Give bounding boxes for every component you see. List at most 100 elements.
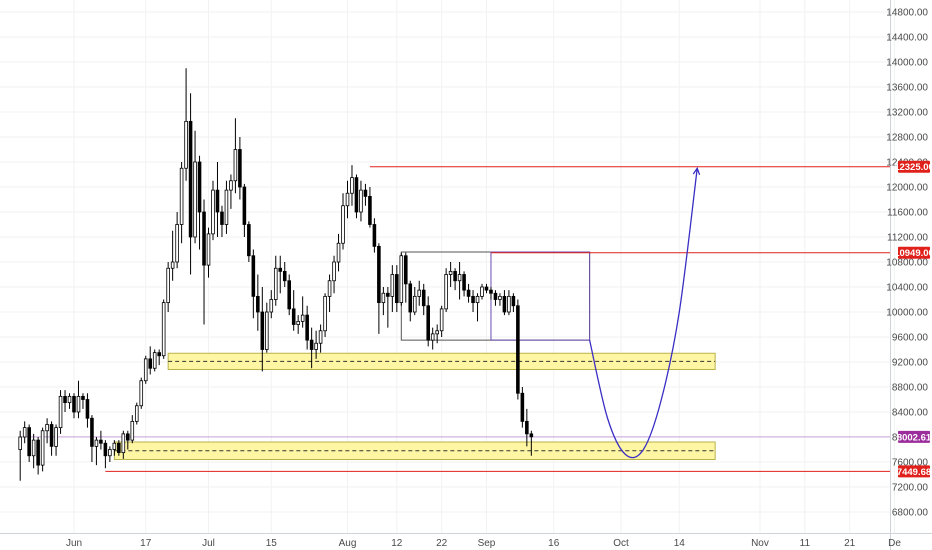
projection-arrowhead bbox=[692, 166, 701, 176]
projection-curve bbox=[588, 166, 701, 459]
candle-down bbox=[215, 189, 220, 213]
candle-down bbox=[484, 286, 489, 291]
candle-down bbox=[27, 427, 31, 457]
price-tag-text: 7449.68 bbox=[897, 467, 931, 478]
candle-up bbox=[444, 274, 448, 310]
candle-up bbox=[345, 192, 350, 207]
candle-down bbox=[525, 420, 529, 435]
candle-up bbox=[417, 289, 422, 297]
candle-up bbox=[265, 311, 269, 350]
candle-up bbox=[18, 436, 22, 450]
x-tick-label: 21 bbox=[844, 538, 856, 549]
x-tick-label: Aug bbox=[339, 538, 357, 549]
candle-up bbox=[31, 439, 36, 457]
price-tag-bg bbox=[898, 160, 930, 173]
x-tick-label: 11 bbox=[800, 538, 811, 549]
candle-down bbox=[260, 311, 265, 350]
candle-up bbox=[350, 177, 354, 194]
candle-down bbox=[395, 274, 399, 304]
candle-up bbox=[300, 314, 305, 322]
y-tick-label: 14800.00 bbox=[886, 8, 928, 19]
price-tag-bg bbox=[898, 430, 930, 443]
x-tick-label: Jul bbox=[202, 538, 215, 549]
candle-up bbox=[58, 395, 63, 429]
candle-down bbox=[372, 224, 377, 247]
candle-up bbox=[130, 420, 135, 441]
candle-down bbox=[493, 292, 498, 300]
candle-up bbox=[296, 320, 300, 325]
candle-up bbox=[193, 161, 197, 238]
candle-up bbox=[139, 380, 144, 407]
candle-down bbox=[126, 433, 130, 441]
candle-down bbox=[99, 439, 103, 444]
candle-down bbox=[278, 267, 283, 272]
candle-up bbox=[390, 274, 395, 297]
price-tag-bg bbox=[898, 465, 930, 478]
candle-down bbox=[242, 186, 247, 225]
candle-down bbox=[117, 442, 121, 454]
y-tick-label: 6800.00 bbox=[892, 508, 929, 519]
candle-down bbox=[197, 161, 202, 213]
candle-up bbox=[412, 295, 417, 313]
y-tick-label: 11600.00 bbox=[887, 208, 928, 219]
candle-up bbox=[229, 180, 233, 191]
candle-down bbox=[90, 417, 94, 447]
x-tick-label: 15 bbox=[266, 538, 278, 549]
y-tick-label: 10800.00 bbox=[886, 258, 928, 269]
candle-up bbox=[206, 233, 211, 266]
candle-down bbox=[386, 292, 390, 297]
candle-down bbox=[421, 289, 426, 307]
candle-up bbox=[323, 295, 327, 332]
y-tick-label: 7200.00 bbox=[892, 483, 929, 494]
candle-up bbox=[318, 330, 323, 344]
candle-down bbox=[238, 149, 242, 188]
x-tick-label: Jun bbox=[66, 538, 82, 549]
candle-up bbox=[94, 439, 99, 447]
candle-down bbox=[529, 433, 534, 438]
candle-up bbox=[40, 430, 45, 466]
candle-down bbox=[502, 295, 507, 313]
y-tick-label: 14400.00 bbox=[886, 33, 928, 44]
candle-down bbox=[287, 280, 292, 310]
price-tag-text: 10949.00 bbox=[894, 248, 932, 259]
candle-up bbox=[76, 395, 81, 413]
candle-up bbox=[273, 267, 278, 300]
candle-down bbox=[103, 442, 108, 457]
candle-up bbox=[507, 295, 511, 313]
candle-up bbox=[152, 352, 157, 369]
candle-up bbox=[170, 261, 175, 269]
price-tag-text: 8002.61 bbox=[897, 432, 932, 443]
x-tick-label: 17 bbox=[140, 538, 152, 549]
candle-up bbox=[430, 333, 435, 341]
candle-up bbox=[475, 295, 480, 304]
candle-down bbox=[489, 289, 493, 294]
candle-up bbox=[224, 189, 229, 225]
candle-up bbox=[457, 274, 462, 282]
candle-down bbox=[462, 274, 466, 291]
candle-down bbox=[511, 295, 516, 307]
price-tag: 8002.61 bbox=[897, 430, 932, 443]
candle-up bbox=[435, 330, 439, 335]
candle-down bbox=[256, 295, 260, 313]
y-tick-label: 8800.00 bbox=[892, 383, 929, 394]
candle-down bbox=[471, 295, 475, 304]
candle-down bbox=[202, 211, 206, 266]
x-tick-label: Sep bbox=[478, 538, 496, 549]
candle-up bbox=[448, 270, 453, 275]
candle-down bbox=[188, 120, 193, 238]
candle-down bbox=[354, 177, 359, 213]
candle-up bbox=[54, 427, 58, 447]
candle-up bbox=[175, 224, 179, 263]
candle-up bbox=[134, 405, 139, 422]
candle-down bbox=[148, 358, 153, 369]
y-axis-ticks: 6800.007200.007600.008000.008400.008800.… bbox=[886, 8, 928, 519]
x-tick-label: 12 bbox=[391, 538, 403, 549]
price-tag: 12325.00 bbox=[894, 160, 932, 173]
candle-down bbox=[49, 424, 54, 447]
candle-up bbox=[166, 267, 170, 304]
candle-down bbox=[291, 308, 296, 325]
x-axis-ticks: Jun 17 Jul 15 Aug 12 22 Sep 16 Oct 14 Nov 11 21 De bbox=[66, 538, 901, 549]
candle-down bbox=[453, 270, 457, 282]
candle-down bbox=[368, 195, 372, 225]
